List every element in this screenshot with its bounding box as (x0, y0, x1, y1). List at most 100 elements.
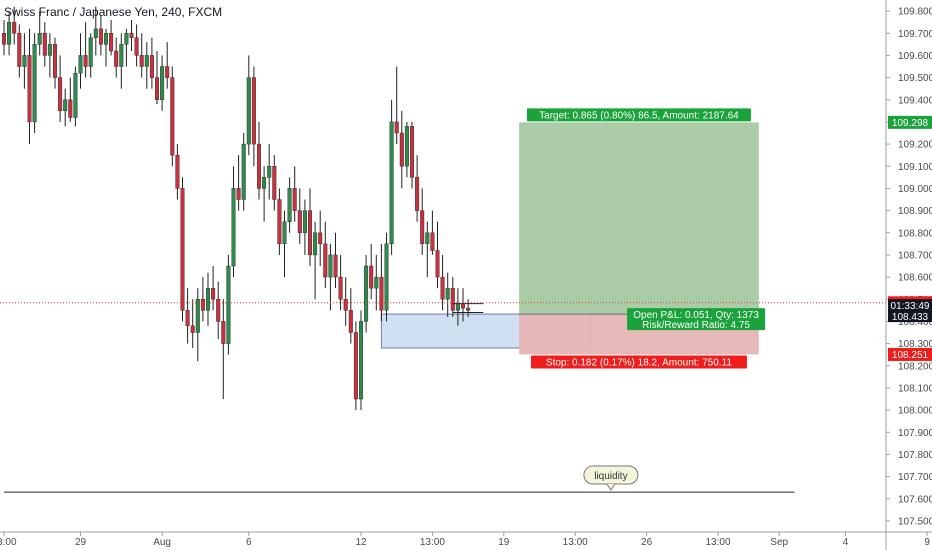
candle-body (27, 55, 32, 123)
y-tick-label: 107.900 (898, 428, 932, 439)
candle-body (262, 177, 267, 189)
candle-body (389, 121, 394, 245)
candle-body (297, 210, 302, 233)
pnl-label-box (627, 308, 766, 331)
candle-body (277, 199, 282, 245)
stop-label-box (530, 355, 747, 369)
candle-body (165, 66, 170, 78)
y-tick-label: 109.800 (898, 7, 932, 18)
candle-body (404, 126, 409, 167)
candle-body (374, 276, 379, 289)
candle-body (103, 33, 108, 45)
x-tick-label: 19 (498, 537, 510, 548)
candle-body (190, 325, 195, 333)
candle-body (83, 55, 88, 67)
candle-body (53, 44, 58, 78)
liquidity-callout-pointer (606, 483, 616, 491)
candle-body (144, 55, 149, 67)
target-price-tag: 109.298 (892, 118, 929, 129)
candle-body (149, 55, 154, 78)
target-label-box (526, 108, 751, 122)
candle-body (68, 99, 73, 118)
candle-body (302, 210, 307, 233)
liquidity-label: liquidity (594, 471, 627, 482)
candle-body (47, 44, 52, 56)
y-axis[interactable]: 109.800109.700109.600109.500109.400109.3… (885, 0, 932, 550)
x-tick-label: Sep (770, 537, 788, 548)
pnl-label: Open P&L: 0.051, Qty: 1373 (633, 310, 759, 321)
candle-body (415, 177, 420, 211)
x-tick-label: 13:00 (0, 537, 17, 548)
candle-body (78, 55, 83, 74)
x-tick-label: 9 (924, 537, 930, 548)
candle-body (216, 299, 221, 322)
candle-body (359, 321, 364, 400)
chart-title: Swiss Franc / Japanese Yen, 240, FXCM (4, 5, 223, 19)
candle-body (379, 276, 384, 311)
x-tick-label: 12 (355, 537, 367, 548)
candle-body (139, 55, 144, 67)
candle-body (63, 99, 68, 112)
y-tick-label: 108.000 (898, 406, 932, 417)
current-price-label: 108.433 (892, 312, 929, 323)
target-zone (519, 122, 759, 315)
x-tick-label: 13:00 (420, 537, 445, 548)
overlay-layer: liquidity Target: 0.865 (0.80%) 86.5, Amo… (526, 108, 766, 491)
x-tick-label: Aug (153, 537, 171, 548)
candle-body (17, 33, 22, 67)
candle-body (22, 55, 27, 67)
x-axis[interactable]: 13:00 29 Aug 6 12 13:00 19 13:00 26 13:00 Sep 4 9 (0, 531, 932, 548)
candle-body (114, 50, 119, 67)
candle-body (170, 77, 175, 156)
candle-body (420, 210, 425, 245)
candle-body (185, 310, 190, 327)
candle-body (236, 188, 241, 200)
candle-body (435, 250, 440, 278)
y-tick-label: 108.900 (898, 206, 932, 217)
candles-layer (2, 6, 471, 411)
candle-body (323, 243, 328, 278)
candle-body (93, 28, 98, 38)
candle-body (343, 299, 348, 311)
candle-body (410, 126, 415, 178)
candle-body (98, 28, 103, 45)
y-tick-label: 107.700 (898, 472, 932, 483)
candle-body (42, 33, 47, 56)
x-tick-label: 13:00 (563, 537, 588, 548)
x-tick-label: 6 (246, 537, 252, 548)
rr-label: Risk/Reward Ratio: 4.75 (642, 320, 750, 331)
candle-body (88, 37, 93, 67)
candle-body (364, 265, 369, 322)
candle-body (425, 232, 430, 245)
candle-body (338, 276, 343, 300)
candle-body (246, 77, 251, 145)
candle-body (445, 287, 450, 300)
candle-body (466, 307, 471, 311)
candle-body (267, 166, 272, 178)
candle-body (154, 77, 159, 100)
y-tick-label: 107.600 (898, 494, 932, 505)
current-price-tag-box (888, 299, 932, 323)
y-tick-label: 108.100 (898, 383, 932, 394)
y-tick-label: 109.600 (898, 51, 932, 62)
y-tick-label: 107.800 (898, 450, 932, 461)
candle-body (455, 303, 460, 311)
countdown-label: 01:33:49 (891, 301, 930, 312)
candle-body (109, 33, 114, 52)
stop-price-tag: 108.251 (892, 350, 929, 361)
candle-body (430, 232, 435, 251)
candle-body (287, 188, 292, 222)
stop-label: Stop: 0.182 (0.17%) 18.2, Amount: 750.11 (546, 357, 732, 368)
candle-body (180, 188, 185, 311)
candle-body (205, 287, 210, 311)
candle-body (333, 254, 338, 278)
candle-body (328, 254, 333, 278)
candle-body (124, 33, 129, 45)
candle-body (7, 21, 12, 45)
x-tick-label: 13:00 (705, 537, 730, 548)
y-tick-label: 107.500 (898, 516, 932, 527)
candle-body (461, 303, 466, 309)
y-tick-label: 109.200 (898, 140, 932, 151)
target-price-tag-box (888, 115, 932, 129)
